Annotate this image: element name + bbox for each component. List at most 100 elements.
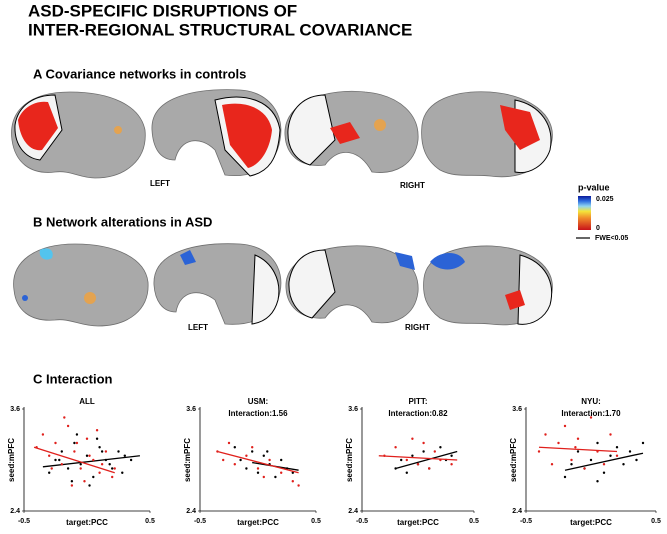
- point: [411, 454, 414, 457]
- point: [280, 458, 283, 462]
- x-tick-label: 0.5: [651, 518, 661, 525]
- point: [266, 450, 269, 453]
- legend-outline: FWE<0.05: [595, 235, 628, 242]
- point: [111, 467, 114, 470]
- y-tick-label: 2.4: [348, 508, 358, 515]
- plot-title: Interaction:1.70: [561, 409, 621, 418]
- plot-title: Interaction:1.56: [228, 409, 288, 418]
- x-tick-label: 0.5: [145, 518, 155, 525]
- point: [411, 437, 414, 440]
- point: [70, 484, 74, 487]
- point: [239, 458, 242, 462]
- brain-images-b: [13, 243, 553, 327]
- plot-title: ALL: [79, 397, 95, 406]
- legend-min: 0: [596, 225, 600, 232]
- point: [92, 475, 95, 479]
- point: [609, 433, 612, 436]
- point: [450, 454, 453, 457]
- fit-line: [378, 455, 458, 461]
- plot-title: NYU:: [581, 397, 601, 406]
- point: [563, 424, 567, 428]
- point: [596, 441, 599, 445]
- point: [222, 458, 225, 462]
- point: [79, 467, 82, 470]
- title-line: ASD-SPECIFIC DISRUPTIONS OF: [28, 1, 297, 20]
- x-tick-label: 0.5: [311, 518, 321, 525]
- point: [609, 454, 612, 457]
- point: [394, 446, 397, 449]
- fit-line: [33, 446, 115, 474]
- point: [92, 458, 95, 462]
- point: [291, 471, 294, 474]
- point: [83, 480, 86, 483]
- point: [602, 463, 606, 466]
- point: [100, 450, 104, 453]
- point: [262, 475, 265, 479]
- point: [576, 450, 580, 453]
- x-axis-label: target:PCC: [66, 518, 108, 527]
- plot-title: USM:: [248, 397, 268, 406]
- point: [245, 454, 248, 457]
- point: [88, 484, 91, 487]
- point: [557, 441, 560, 445]
- y-tick-label: 3.6: [512, 406, 522, 413]
- point: [570, 463, 573, 466]
- color-bar: [578, 196, 591, 230]
- point: [576, 437, 580, 440]
- fit-line: [42, 455, 140, 468]
- point: [537, 450, 541, 453]
- point: [98, 446, 101, 449]
- point: [70, 480, 74, 483]
- point: [262, 454, 265, 457]
- point: [574, 446, 577, 449]
- point: [95, 437, 99, 440]
- y-axis-label: seed:mPFC: [183, 438, 192, 482]
- point: [615, 454, 619, 457]
- brain-images-a: [11, 89, 553, 179]
- legend-max: 0.025: [596, 196, 614, 203]
- point: [628, 450, 632, 453]
- point: [544, 433, 547, 436]
- point: [227, 441, 231, 445]
- point: [433, 450, 436, 453]
- point: [50, 467, 53, 470]
- point: [615, 446, 619, 449]
- point: [251, 450, 254, 453]
- point: [79, 463, 82, 466]
- plot-title: Interaction:0.82: [388, 409, 448, 418]
- point: [41, 433, 45, 436]
- point: [280, 471, 283, 474]
- point: [245, 467, 248, 470]
- y-axis-label: seed:mPFC: [509, 438, 518, 482]
- point: [563, 475, 567, 479]
- point: [428, 467, 431, 470]
- point: [48, 471, 51, 474]
- x-axis-label: target:PCC: [397, 518, 439, 527]
- y-tick-label: 3.6: [186, 406, 196, 413]
- point: [251, 446, 254, 449]
- point: [104, 450, 108, 453]
- fit-line: [217, 450, 299, 474]
- point: [85, 454, 89, 457]
- point: [274, 475, 277, 479]
- point: [550, 463, 554, 466]
- y-tick-label: 3.6: [348, 406, 358, 413]
- x-tick-label: -0.5: [18, 518, 30, 525]
- fit-line: [538, 446, 618, 453]
- y-tick-label: 3.6: [10, 406, 20, 413]
- point: [405, 471, 408, 474]
- x-tick-label: -0.5: [194, 518, 206, 525]
- title-line: INTER-REGIONAL STRUCTURAL COVARIANCE: [28, 20, 412, 39]
- point: [58, 458, 61, 462]
- point: [73, 450, 76, 453]
- point: [635, 458, 638, 462]
- point: [117, 450, 120, 453]
- point: [129, 458, 133, 462]
- point: [450, 463, 453, 466]
- hemisphere-label: RIGHT: [405, 323, 430, 332]
- y-tick-label: 2.4: [186, 508, 196, 515]
- point: [256, 467, 260, 470]
- point: [60, 450, 63, 453]
- point: [108, 463, 111, 466]
- point: [589, 458, 593, 462]
